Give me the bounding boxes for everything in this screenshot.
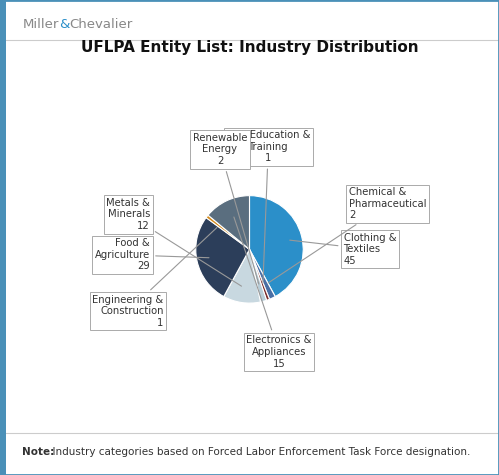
Text: Renewable
Energy
2: Renewable Energy 2: [193, 133, 259, 284]
Text: Skill Education &
Training
1: Skill Education & Training 1: [226, 130, 310, 283]
Text: Clothing &
Textiles
45: Clothing & Textiles 45: [290, 233, 396, 266]
Wedge shape: [250, 249, 269, 300]
Text: UFLPA Entity List: Industry Distribution: UFLPA Entity List: Industry Distribution: [81, 39, 418, 55]
Wedge shape: [250, 249, 266, 302]
Text: Electronics &
Appliances
15: Electronics & Appliances 15: [234, 217, 312, 369]
Text: Engineering &
Construction
1: Engineering & Construction 1: [92, 228, 217, 328]
Text: Metals &
Minerals
12: Metals & Minerals 12: [106, 198, 242, 286]
Text: Miller: Miller: [22, 18, 59, 31]
Wedge shape: [250, 249, 275, 299]
Text: Note:: Note:: [22, 447, 55, 457]
Text: Industry categories based on Forced Labor Enforcement Task Force designation.: Industry categories based on Forced Labo…: [46, 447, 471, 457]
Wedge shape: [250, 196, 303, 296]
Wedge shape: [196, 218, 250, 296]
Wedge shape: [208, 196, 250, 249]
Wedge shape: [206, 215, 250, 249]
Text: Chemical &
Pharmaceutical
2: Chemical & Pharmaceutical 2: [268, 187, 427, 283]
Text: Chevalier: Chevalier: [69, 18, 132, 31]
Text: &: &: [59, 18, 69, 31]
Text: Food &
Agriculture
29: Food & Agriculture 29: [95, 238, 209, 271]
Wedge shape: [224, 249, 260, 303]
